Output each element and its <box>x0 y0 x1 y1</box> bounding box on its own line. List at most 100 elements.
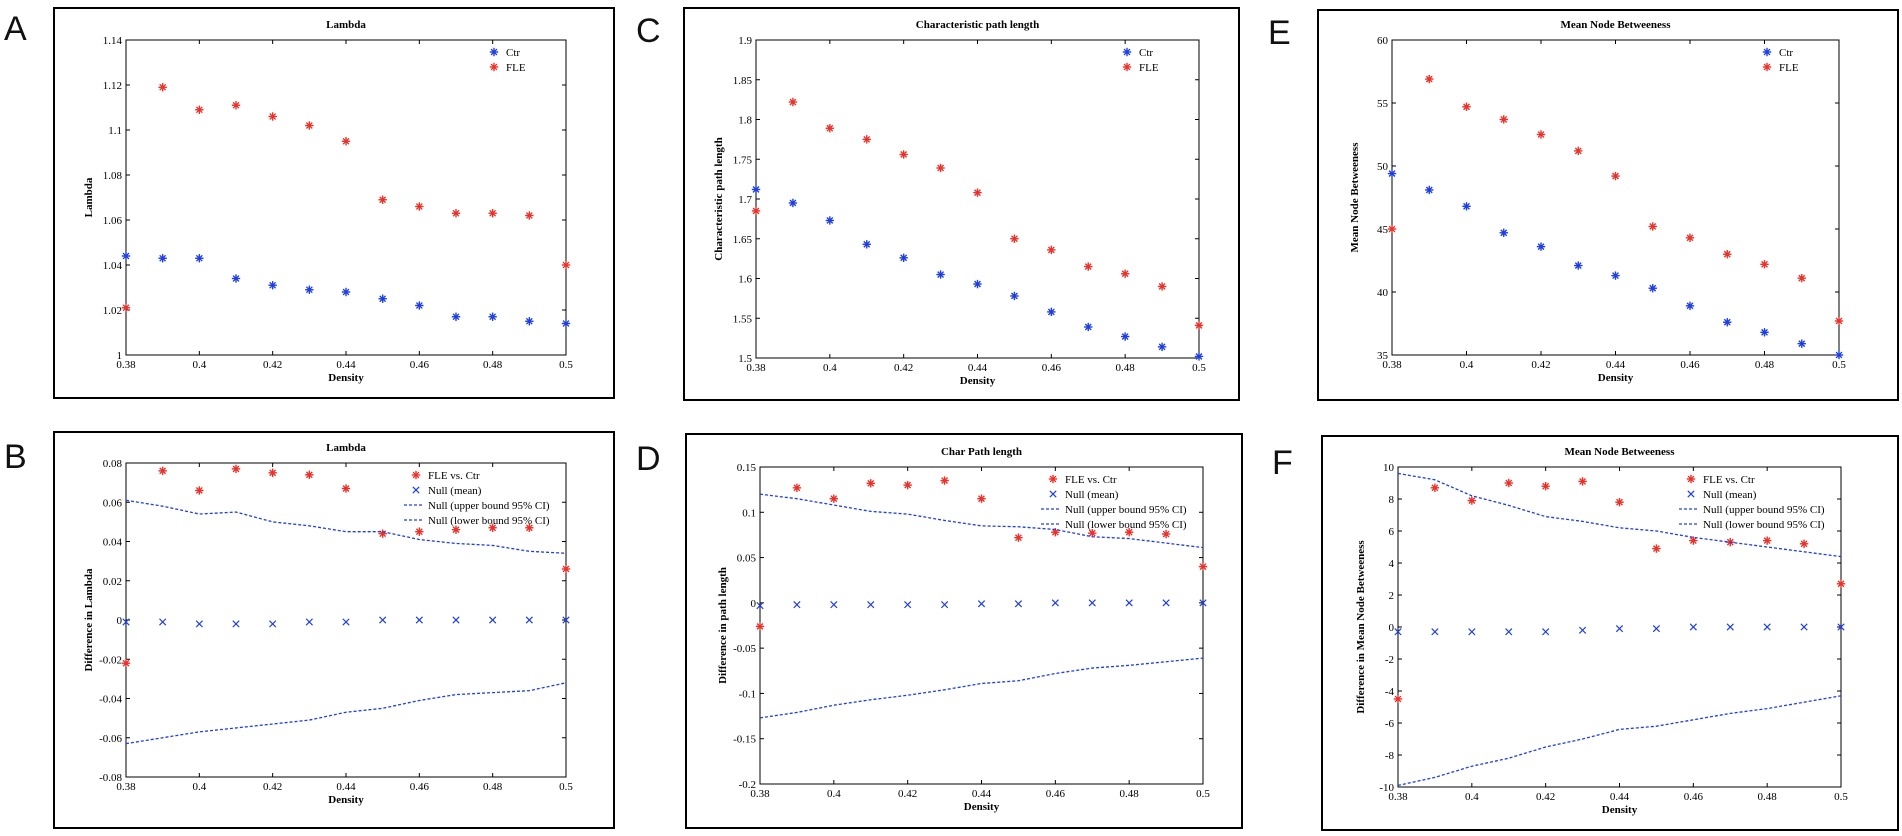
star-stroke <box>195 106 203 114</box>
star-stroke <box>1158 343 1166 351</box>
x-tick-label: 0.44 <box>336 781 356 793</box>
chart-title: Characteristic path length <box>916 19 1039 31</box>
data-point <box>1536 242 1546 251</box>
y-tick-label: 1.02 <box>103 305 122 317</box>
y-tick-label: 1 <box>117 350 123 362</box>
y-tick-label: 1.14 <box>103 35 123 47</box>
star-stroke <box>826 217 834 224</box>
data-point <box>1462 102 1471 111</box>
y-tick-label: 1.8 <box>738 115 752 127</box>
data-point <box>1194 352 1204 361</box>
data-point <box>973 188 982 197</box>
star-stroke <box>1505 479 1513 487</box>
star-stroke <box>826 124 834 132</box>
data-point <box>488 209 497 218</box>
data-point <box>940 601 949 609</box>
x-stroke <box>1763 623 1771 631</box>
data-point <box>159 618 167 626</box>
star-stroke <box>937 271 945 278</box>
y-tick-label: 0 <box>751 598 757 610</box>
data-point <box>231 274 241 283</box>
data-point <box>1462 202 1471 211</box>
y-tick-label: 2 <box>1389 590 1395 602</box>
data-point <box>1611 271 1620 280</box>
x-tick-label: 0.42 <box>1536 791 1555 803</box>
data-point <box>1394 628 1402 636</box>
y-tick-label: -0.08 <box>99 772 122 784</box>
x-tick-label: 0.48 <box>1116 362 1136 374</box>
x-tick-label: 0.42 <box>1531 359 1550 371</box>
star-stroke <box>1088 529 1096 537</box>
data-point <box>1393 694 1403 704</box>
chart-title: Lambda <box>326 442 366 454</box>
y-axis-label: Difference in Mean Node Betweeness <box>1355 540 1367 714</box>
y-axis-label: Mean Node Betweeness <box>1349 142 1361 253</box>
data-point <box>452 616 460 624</box>
data-point <box>1120 332 1130 341</box>
y-tick-label: 1.9 <box>738 35 752 47</box>
data-point <box>415 301 424 310</box>
star-stroke <box>1388 170 1396 177</box>
star-stroke <box>195 487 203 494</box>
legend-swatch <box>1762 62 1772 72</box>
y-tick-label: 4 <box>1389 558 1395 570</box>
x-stroke <box>940 601 949 609</box>
star-stroke <box>412 471 420 479</box>
star-stroke <box>1051 528 1059 536</box>
data-point <box>158 254 167 263</box>
legend-label: Null (lower bound 95% CI) <box>428 515 550 527</box>
star-stroke <box>415 203 423 210</box>
star-stroke <box>489 209 497 217</box>
star-stroke <box>793 484 801 492</box>
x-stroke <box>1049 490 1057 498</box>
y-tick-label: 1.75 <box>733 154 753 166</box>
legend-swatch <box>1048 474 1058 484</box>
data-point <box>1615 498 1624 507</box>
chart-title: Mean Node Betweeness <box>1565 446 1676 458</box>
x-stroke <box>269 620 277 628</box>
data-point <box>1499 228 1508 237</box>
x-stroke <box>1431 628 1439 636</box>
data-point <box>1685 233 1695 243</box>
star-stroke <box>1542 482 1550 490</box>
data-point <box>1425 185 1434 195</box>
y-tick-label: 0.06 <box>103 497 123 509</box>
y-tick-label: 0.04 <box>103 537 123 549</box>
data-point <box>973 279 982 289</box>
data-point <box>1199 599 1207 607</box>
data-point <box>1198 562 1208 571</box>
star-stroke <box>789 199 797 207</box>
star-stroke <box>1689 537 1697 545</box>
data-point <box>121 303 131 312</box>
star-stroke <box>830 495 838 503</box>
x-stroke <box>342 618 350 626</box>
panel-frame <box>53 7 615 399</box>
x-tick-label: 0.5 <box>559 781 573 793</box>
star-stroke <box>1049 475 1057 483</box>
y-tick-label: 1.1 <box>108 125 122 137</box>
legend-swatch <box>412 486 420 494</box>
star-stroke <box>342 485 350 492</box>
star-stroke <box>1761 260 1768 268</box>
legend-swatch <box>1049 490 1057 498</box>
star-stroke <box>1687 475 1695 483</box>
star-stroke <box>562 261 570 269</box>
legend-label: Null (upper bound 95% CI) <box>428 500 550 512</box>
y-tick-label: -0.05 <box>733 643 756 655</box>
star-stroke <box>1162 530 1170 538</box>
x-tick-label: 0.4 <box>827 788 841 800</box>
data-point <box>451 209 461 218</box>
y-tick-label: 45 <box>1377 224 1389 236</box>
data-point <box>1425 74 1434 84</box>
x-tick-label: 0.48 <box>1755 359 1775 371</box>
star-stroke <box>1121 270 1129 278</box>
data-point <box>415 202 424 211</box>
star-stroke <box>1574 262 1582 269</box>
x-stroke <box>1542 628 1550 636</box>
x-tick-label: 0.4 <box>823 362 837 374</box>
x-stroke <box>1800 623 1808 631</box>
x-stroke <box>977 600 986 608</box>
data-point <box>1120 269 1130 278</box>
x-stroke <box>1088 599 1096 607</box>
